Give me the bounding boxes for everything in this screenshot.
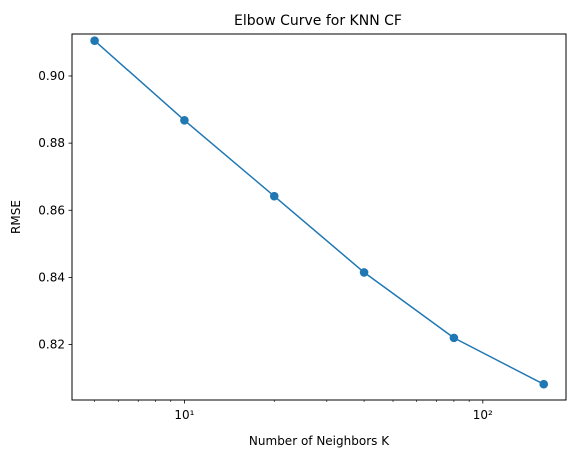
chart-title: Elbow Curve for KNN CF bbox=[234, 13, 402, 29]
y-tick-label: 0.84 bbox=[38, 270, 65, 284]
data-point bbox=[269, 191, 279, 201]
y-tick-label: 0.88 bbox=[38, 136, 65, 150]
y-axis-label: RMSE bbox=[9, 200, 23, 234]
y-tick-label: 0.90 bbox=[38, 69, 65, 83]
plot-frame bbox=[71, 33, 567, 401]
data-point bbox=[449, 333, 459, 343]
data-point bbox=[180, 115, 189, 125]
series-line bbox=[94, 40, 545, 385]
data-point bbox=[90, 36, 99, 46]
data-point bbox=[359, 268, 369, 277]
x-tick-label: 10² bbox=[473, 408, 493, 422]
x-axis-label: Number of Neighbors K bbox=[249, 434, 390, 448]
series-layer bbox=[90, 36, 549, 389]
x-tick-label: 10¹ bbox=[174, 408, 194, 422]
axis-ticks: 0.82 0.84 0.86 0.88 0.90 10¹ 10² bbox=[38, 69, 493, 422]
y-tick-label: 0.86 bbox=[38, 203, 65, 217]
y-tick-label: 0.82 bbox=[38, 338, 65, 352]
data-point bbox=[539, 379, 549, 389]
